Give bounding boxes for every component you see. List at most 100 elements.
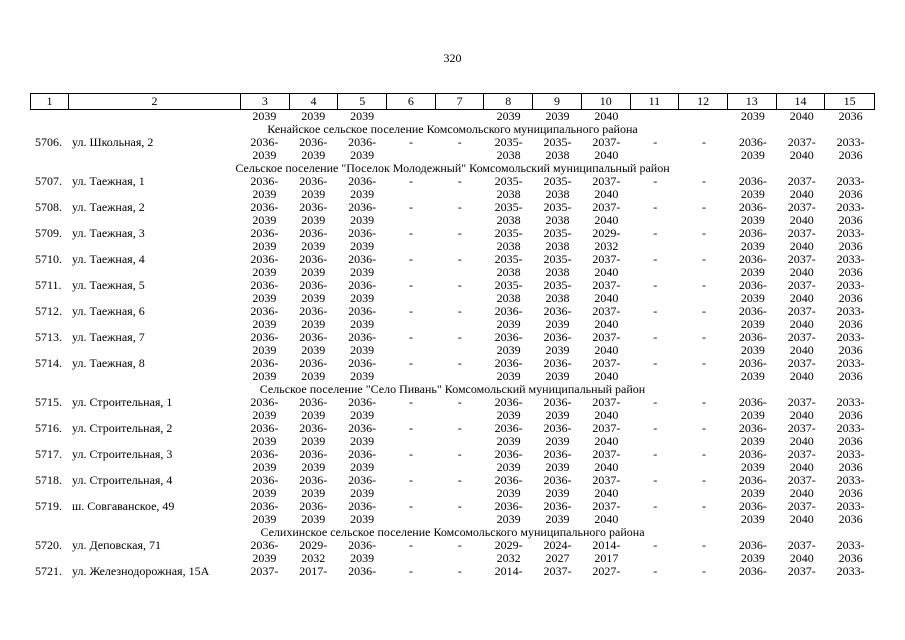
row-number: 5719. [35, 499, 62, 513]
year-line: - [702, 395, 707, 409]
year-cell: 2036- 2039 [728, 422, 777, 448]
year-cell: 2036- 2039 [240, 201, 289, 227]
year-cell: 2033- 2036 [826, 500, 875, 526]
year-line: 2037- [787, 447, 816, 461]
column-number: 9 [533, 94, 582, 109]
year-line: 2039 [252, 460, 277, 474]
carryover-cell: 2039 [252, 109, 277, 123]
year-cell: 2037- 2040 [582, 279, 631, 305]
year-cell: - [631, 357, 680, 383]
year-line: 2039 [350, 291, 375, 305]
carryover-cell [680, 110, 729, 123]
year-line: 2033- [836, 447, 865, 461]
year-cell: - [631, 422, 680, 448]
year-cell: - [631, 227, 680, 253]
year-cell: 2036- 2039 [240, 175, 289, 201]
year-line: 2039 [252, 369, 277, 383]
year-line: 2035- [543, 252, 572, 266]
year-line: 2036- [299, 252, 328, 266]
year-cell: 2036- 2039 [338, 279, 387, 305]
year-line: 2040 [789, 434, 814, 448]
year-line: 2037- [787, 174, 816, 188]
year-cell: 2037- 2040 [777, 500, 826, 526]
year-line: 2036- [250, 330, 279, 344]
year-line: 2039 [301, 486, 326, 500]
year-line: 2039 [740, 317, 765, 331]
year-line: - [457, 421, 462, 435]
year-cell: - [435, 396, 484, 422]
address: ул. Строительная, 4 [72, 473, 173, 487]
page-number: 320 [443, 51, 462, 65]
year-line: 2036- [299, 356, 328, 370]
year-cell: 2036- 2039 [240, 500, 289, 526]
year-cell: 2036- 2039 [289, 396, 338, 422]
year-cell: 2035- 2038 [533, 253, 582, 279]
year-line: 2037- [787, 304, 816, 318]
year-line: 2039 [496, 369, 521, 383]
column-number: 2 [69, 94, 241, 109]
year-cell: 2037- 2040 [777, 357, 826, 383]
year-cell: 2027- [582, 565, 631, 578]
year-cell: 2036- 2039 [728, 279, 777, 305]
year-line: 2039 [496, 434, 521, 448]
year-cell: 2029- 2032 [484, 539, 533, 565]
carryover-cell: 2039 [350, 109, 375, 123]
year-cell: 2036- 2039 [728, 253, 777, 279]
year-line: 2040 [789, 343, 814, 357]
year-line: - [653, 447, 658, 461]
year-line: 2040 [789, 187, 814, 201]
carryover-cell: 2039 [740, 109, 765, 123]
year-cell: 2036- 2039 [338, 500, 387, 526]
year-line: 2036 [838, 486, 863, 500]
year-cell: 2036- 2039 [338, 305, 387, 331]
year-line: 2036- [348, 395, 377, 409]
year-line: 2037- [787, 473, 816, 487]
year-cell: - [387, 422, 436, 448]
year-line: - [702, 538, 707, 552]
column-number: 5 [338, 94, 388, 109]
year-cell: 2036- 2039 [533, 357, 582, 383]
year-line: - [457, 226, 462, 240]
row-number: 5708. [35, 200, 62, 214]
year-line: - [457, 447, 462, 461]
year-cell: 2037- 2040 [582, 474, 631, 500]
year-line: 2027- [592, 564, 621, 578]
table-row: 5712. ул. Таежная, 6 2036- 2039 2036- 2039 203… [30, 305, 875, 331]
year-line: 2038 [545, 291, 570, 305]
year-line: - [408, 473, 413, 487]
year-cell: 2036- 2039 [240, 331, 289, 357]
year-line: 2038 [496, 148, 521, 162]
year-line: 2040 [789, 317, 814, 331]
year-line: - [408, 174, 413, 188]
row-number: 5709. [35, 226, 62, 240]
year-line: 2039 [496, 486, 521, 500]
year-line: 2036- [250, 278, 279, 292]
year-cell: 2035- 2038 [484, 227, 533, 253]
year-cell: 2036- 2039 [728, 227, 777, 253]
column-number: 6 [387, 94, 436, 109]
year-cell: 2036- 2039 [289, 201, 338, 227]
year-line: 2039 [740, 213, 765, 227]
year-line: 2036 [838, 434, 863, 448]
year-cell: 2024- 2027 [533, 539, 582, 565]
row-number: 5715. [35, 395, 62, 409]
row-number: 5706. [35, 135, 62, 149]
year-line: 2033- [836, 252, 865, 266]
year-cell: 2036- [728, 565, 777, 578]
year-cell: 2036- 2039 [289, 357, 338, 383]
year-line: 2039 [350, 213, 375, 227]
column-number: 11 [631, 94, 680, 109]
year-line: 2037- [787, 135, 816, 149]
year-cell: - [680, 474, 729, 500]
year-cell: - [387, 474, 436, 500]
year-line: 2037- [787, 395, 816, 409]
year-cell: - [435, 279, 484, 305]
year-line: 2037- [787, 538, 816, 552]
year-cell: 2037- 2040 [582, 201, 631, 227]
year-line: - [702, 356, 707, 370]
year-cell: 2037- 2040 [582, 305, 631, 331]
year-line: 2029- [494, 538, 523, 552]
year-line: - [457, 395, 462, 409]
year-cell: 2036- 2039 [289, 136, 338, 162]
table-row: 5716. ул. Строительная, 2 2036- 2039 2036- 20… [30, 422, 875, 448]
